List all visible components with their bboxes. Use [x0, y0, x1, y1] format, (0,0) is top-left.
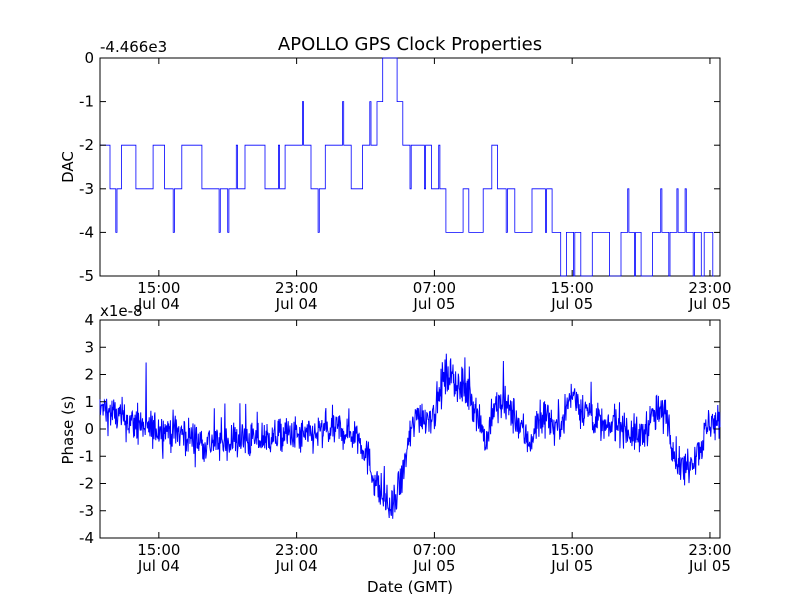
x-tick-date-label: Jul 04: [275, 557, 318, 575]
dac-offset-label: -4.466e3: [100, 38, 167, 56]
y-tick-label: -1: [79, 447, 94, 465]
chart-title: APOLLO GPS Clock Properties: [278, 34, 542, 55]
x-tick-time-label: 15:00: [137, 541, 180, 559]
x-tick-date-label: Jul 05: [550, 557, 593, 575]
x-tick-date-label: Jul 04: [137, 557, 180, 575]
dac-plot-frame: [99, 57, 721, 277]
dac-panel: APOLLO GPS Clock Properties -4.466e3 DAC…: [59, 34, 732, 313]
x-tick-time-label: 23:00: [688, 279, 731, 297]
y-tick-label: 0: [84, 49, 94, 67]
y-tick-label: -3: [79, 502, 94, 520]
y-tick-label: -4: [79, 223, 94, 241]
y-tick-label: 4: [84, 311, 94, 329]
dac-y-axis-label: DAC: [59, 151, 77, 183]
x-tick-time-label: 07:00: [413, 279, 456, 297]
phase-y-axis-label: Phase (s): [59, 395, 77, 464]
y-tick-label: -2: [79, 475, 94, 493]
y-tick-label: -5: [79, 267, 94, 285]
x-tick-date-label: Jul 04: [275, 295, 318, 313]
y-tick-label: 2: [84, 366, 94, 384]
dac-series-line: [100, 57, 720, 277]
x-tick-time-label: 15:00: [551, 279, 594, 297]
x-tick-time-label: 23:00: [688, 541, 731, 559]
x-tick-date-label: Jul 05: [688, 295, 731, 313]
x-tick-date-label: Jul 05: [550, 295, 593, 313]
y-tick-label: -3: [79, 180, 94, 198]
phase-offset-label: x1e-8: [100, 302, 143, 320]
y-tick-label: 1: [84, 393, 94, 411]
x-tick-date-label: Jul 04: [137, 295, 180, 313]
x-tick-time-label: 23:00: [275, 279, 318, 297]
phase-y-ticks: 4 3 2 1 0 -1 -2 -3 -4: [79, 311, 720, 547]
x-tick-time-label: 15:00: [137, 279, 180, 297]
x-axis-label: Date (GMT): [367, 578, 453, 596]
phase-panel: x1e-8 Phase (s) Date (GMT) 4 3 2 1 0 -1 -2 -3 -4…: [59, 302, 732, 596]
dac-y-ticks: 0 -1 -2 -3 -4 -5: [79, 49, 720, 285]
y-tick-label: -1: [79, 93, 94, 111]
x-tick-date-label: Jul 05: [688, 557, 731, 575]
x-tick-date-label: Jul 05: [412, 557, 455, 575]
y-tick-label: 0: [84, 420, 94, 438]
y-tick-label: -4: [79, 529, 94, 547]
phase-series-line: [99, 353, 721, 519]
x-tick-time-label: 15:00: [551, 541, 594, 559]
x-tick-time-label: 23:00: [275, 541, 318, 559]
y-tick-label: -2: [79, 136, 94, 154]
x-tick-date-label: Jul 05: [412, 295, 455, 313]
x-tick-time-label: 07:00: [413, 541, 456, 559]
y-tick-label: 3: [84, 338, 94, 356]
